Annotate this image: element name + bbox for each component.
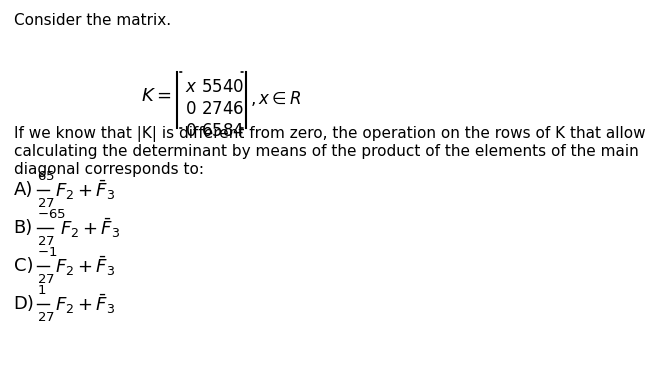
- Text: $, x \in R$: $, x \in R$: [249, 90, 301, 109]
- Text: $F_2 + \bar{F}_3$: $F_2 + \bar{F}_3$: [55, 178, 116, 202]
- Text: $65$: $65$: [202, 122, 223, 140]
- Text: calculating the determinant by means of the product of the elements of the main: calculating the determinant by means of …: [14, 144, 638, 159]
- Text: $27$: $27$: [37, 197, 54, 210]
- Text: $K =$: $K =$: [141, 87, 172, 105]
- Text: A): A): [14, 181, 33, 199]
- Text: $F_2 + \bar{F}_3$: $F_2 + \bar{F}_3$: [55, 292, 116, 316]
- Text: C): C): [14, 257, 33, 275]
- Text: $27$: $27$: [37, 273, 54, 286]
- Text: $0$: $0$: [185, 100, 196, 118]
- Text: $27$: $27$: [202, 100, 223, 118]
- Text: $-1$: $-1$: [37, 246, 57, 259]
- Text: $F_2 + \bar{F}_3$: $F_2 + \bar{F}_3$: [59, 216, 120, 240]
- Text: $27$: $27$: [37, 311, 54, 324]
- Text: $65$: $65$: [37, 170, 54, 183]
- Text: $-65$: $-65$: [37, 208, 65, 221]
- Text: $84$: $84$: [222, 122, 244, 140]
- Text: $F_2 + \bar{F}_3$: $F_2 + \bar{F}_3$: [55, 254, 116, 278]
- Text: diagonal corresponds to:: diagonal corresponds to:: [14, 162, 203, 177]
- Text: $40$: $40$: [222, 78, 244, 96]
- Text: If we know that |K| is different from zero, the operation on the rows of K that : If we know that |K| is different from ze…: [14, 126, 646, 142]
- Text: $46$: $46$: [222, 100, 244, 118]
- Text: Consider the matrix.: Consider the matrix.: [14, 13, 171, 28]
- Text: D): D): [14, 295, 35, 313]
- Text: B): B): [14, 219, 33, 237]
- Text: $55$: $55$: [202, 78, 223, 96]
- Text: $0$: $0$: [185, 122, 196, 140]
- Text: $x$: $x$: [185, 78, 197, 96]
- Text: $27$: $27$: [37, 235, 54, 248]
- Text: $1$: $1$: [37, 284, 46, 297]
